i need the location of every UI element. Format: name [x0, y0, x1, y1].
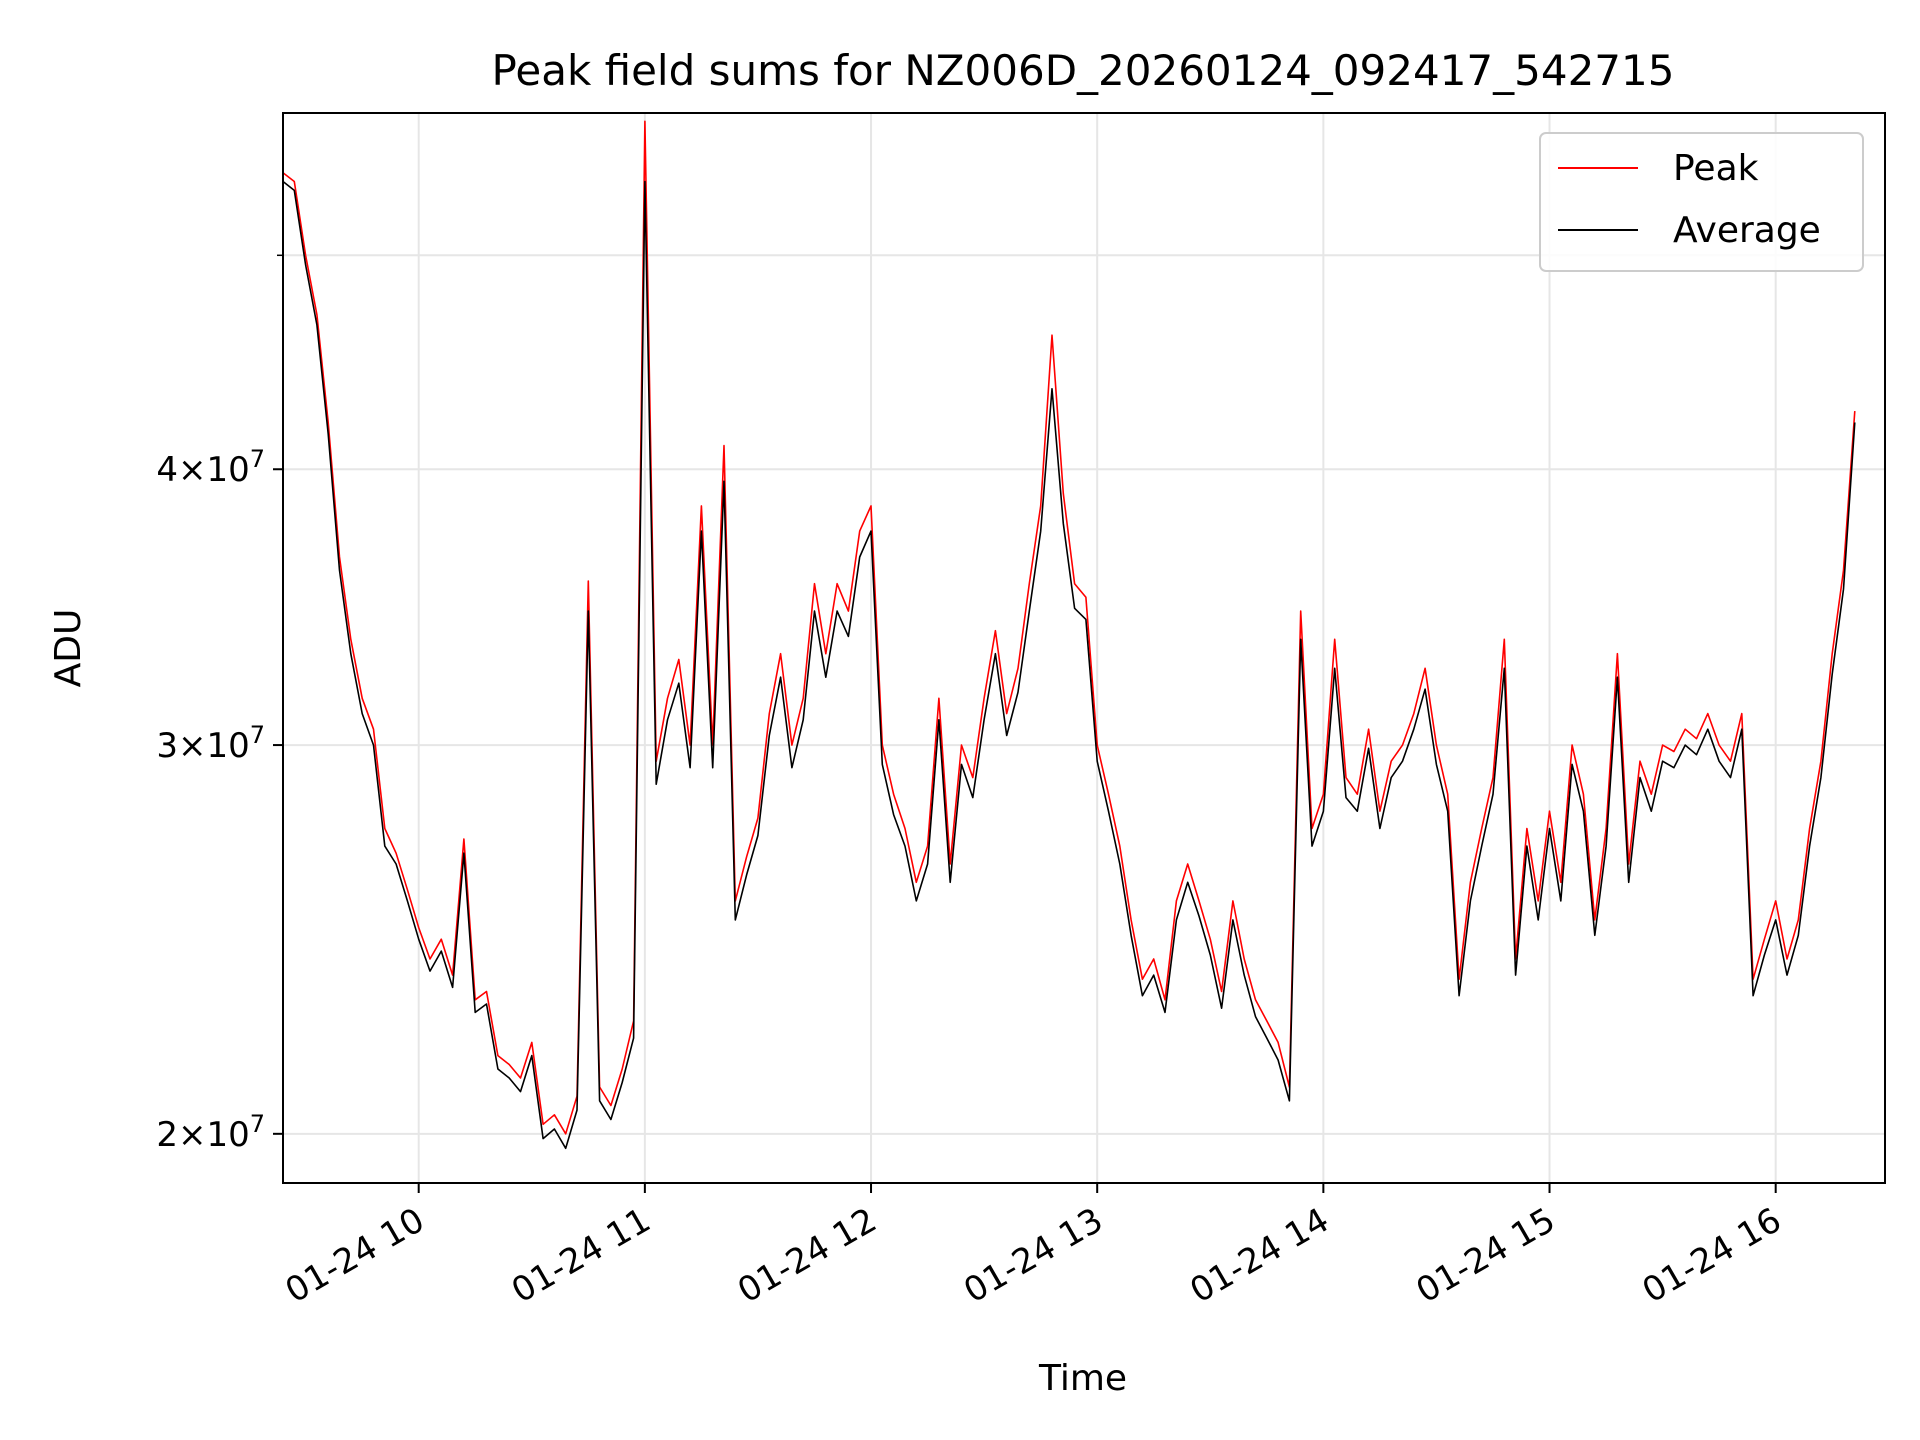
series-line-average [283, 180, 1856, 1150]
legend-label-peak: Peak [1673, 148, 1759, 189]
chart-title: Peak field sums for NZ006D_20260124_0924… [492, 46, 1675, 95]
y-tick-label: 4×107 [156, 445, 265, 490]
legend: Peak Average [1539, 132, 1864, 272]
plot-frame [282, 112, 1886, 1184]
series-layer [283, 120, 1856, 1150]
y-axis-title: ADU [48, 609, 89, 688]
series-line-peak [283, 120, 1856, 1135]
y-axis: 2×107 3×107 4×107 [156, 254, 283, 1155]
y-tick-label: 3×107 [156, 721, 265, 766]
legend-label-average: Average [1673, 210, 1821, 251]
y-tick-label: 2×107 [156, 1110, 265, 1155]
x-axis-title: Time [1038, 1358, 1127, 1399]
